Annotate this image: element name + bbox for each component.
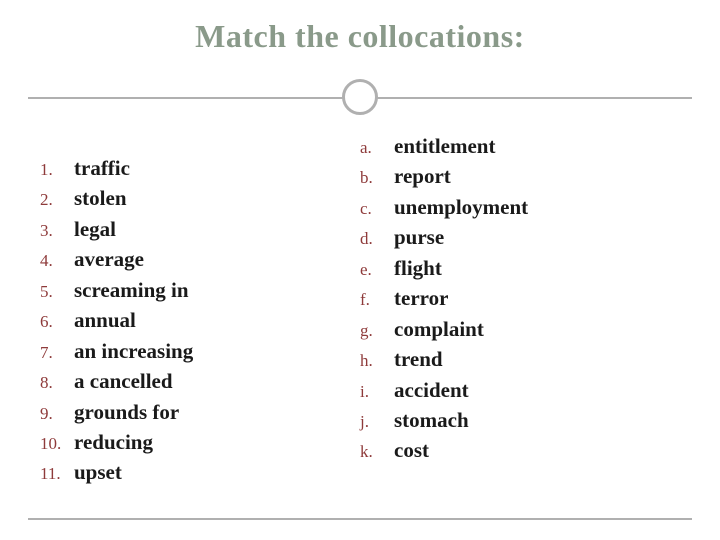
numbered-list-term: average bbox=[74, 244, 144, 274]
right-column: a.entitlementb.reportc.unemploymentd.pur… bbox=[360, 131, 680, 488]
numbered-list-item: 9.grounds for bbox=[40, 397, 360, 427]
lettered-list-item: b.report bbox=[360, 161, 680, 191]
lettered-list-term: complaint bbox=[394, 314, 484, 344]
lettered-list-item: i.accident bbox=[360, 375, 680, 405]
lettered-list-item: j.stomach bbox=[360, 405, 680, 435]
lettered-list-term: entitlement bbox=[394, 131, 495, 161]
numbered-list-marker: 1. bbox=[40, 158, 74, 183]
numbered-list-item: 5.screaming in bbox=[40, 275, 360, 305]
lettered-list-marker: j. bbox=[360, 410, 394, 435]
slide: Match the collocations: 1.traffic2.stole… bbox=[0, 0, 720, 540]
lettered-list-item: d.purse bbox=[360, 222, 680, 252]
lettered-list-marker: d. bbox=[360, 227, 394, 252]
numbered-list-term: upset bbox=[74, 457, 122, 487]
numbered-list-term: stolen bbox=[74, 183, 127, 213]
lettered-list-term: accident bbox=[394, 375, 469, 405]
lettered-list-marker: a. bbox=[360, 136, 394, 161]
lettered-list-term: stomach bbox=[394, 405, 469, 435]
numbered-list-marker: 2. bbox=[40, 188, 74, 213]
lettered-list-item: f.terror bbox=[360, 283, 680, 313]
numbered-list-item: 3.legal bbox=[40, 214, 360, 244]
numbered-list-item: 2.stolen bbox=[40, 183, 360, 213]
lettered-list-marker: f. bbox=[360, 288, 394, 313]
numbered-list: 1.traffic2.stolen3.legal4.average5.screa… bbox=[40, 153, 360, 488]
numbered-list-marker: 9. bbox=[40, 402, 74, 427]
numbered-list-marker: 3. bbox=[40, 219, 74, 244]
numbered-list-term: a cancelled bbox=[74, 366, 173, 396]
lettered-list-item: a.entitlement bbox=[360, 131, 680, 161]
columns: 1.traffic2.stolen3.legal4.average5.screa… bbox=[28, 131, 692, 488]
numbered-list-item: 8.a cancelled bbox=[40, 366, 360, 396]
numbered-list-marker: 10. bbox=[40, 432, 74, 457]
numbered-list-marker: 5. bbox=[40, 280, 74, 305]
numbered-list-term: legal bbox=[74, 214, 116, 244]
lettered-list-item: g.complaint bbox=[360, 314, 680, 344]
lettered-list-term: report bbox=[394, 161, 451, 191]
numbered-list-term: an increasing bbox=[74, 336, 193, 366]
numbered-list-marker: 6. bbox=[40, 310, 74, 335]
numbered-list-item: 4.average bbox=[40, 244, 360, 274]
lettered-list-term: unemployment bbox=[394, 192, 528, 222]
numbered-list-item: 7.an increasing bbox=[40, 336, 360, 366]
lettered-list-marker: k. bbox=[360, 440, 394, 465]
lettered-list-item: e.flight bbox=[360, 253, 680, 283]
numbered-list-item: 6.annual bbox=[40, 305, 360, 335]
numbered-list-term: screaming in bbox=[74, 275, 189, 305]
lettered-list-term: cost bbox=[394, 435, 429, 465]
numbered-list-item: 11.upset bbox=[40, 457, 360, 487]
lettered-list-marker: h. bbox=[360, 349, 394, 374]
numbered-list-term: reducing bbox=[74, 427, 153, 457]
numbered-list-item: 10.reducing bbox=[40, 427, 360, 457]
lettered-list-term: trend bbox=[394, 344, 443, 374]
numbered-list-marker: 11. bbox=[40, 462, 74, 487]
lettered-list-marker: g. bbox=[360, 319, 394, 344]
lettered-list-marker: e. bbox=[360, 258, 394, 283]
lettered-list-marker: i. bbox=[360, 380, 394, 405]
lettered-list-item: h.trend bbox=[360, 344, 680, 374]
left-column: 1.traffic2.stolen3.legal4.average5.screa… bbox=[40, 131, 360, 488]
numbered-list-term: annual bbox=[74, 305, 136, 335]
footer-line bbox=[28, 518, 692, 520]
lettered-list: a.entitlementb.reportc.unemploymentd.pur… bbox=[360, 131, 680, 466]
page-title: Match the collocations: bbox=[28, 18, 692, 55]
lettered-list-term: flight bbox=[394, 253, 442, 283]
lettered-list-marker: c. bbox=[360, 197, 394, 222]
divider bbox=[28, 73, 692, 121]
numbered-list-marker: 4. bbox=[40, 249, 74, 274]
divider-circle-icon bbox=[342, 79, 378, 115]
numbered-list-term: grounds for bbox=[74, 397, 179, 427]
lettered-list-term: terror bbox=[394, 283, 448, 313]
numbered-list-marker: 8. bbox=[40, 371, 74, 396]
numbered-list-marker: 7. bbox=[40, 341, 74, 366]
numbered-list-term: traffic bbox=[74, 153, 130, 183]
lettered-list-item: c.unemployment bbox=[360, 192, 680, 222]
lettered-list-marker: b. bbox=[360, 166, 394, 191]
lettered-list-term: purse bbox=[394, 222, 444, 252]
lettered-list-item: k.cost bbox=[360, 435, 680, 465]
numbered-list-item: 1.traffic bbox=[40, 153, 360, 183]
